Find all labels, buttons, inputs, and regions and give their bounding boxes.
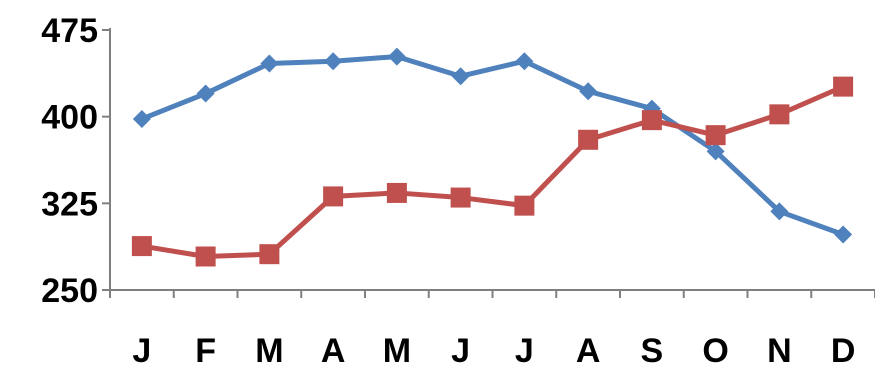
y-tick-label: 250 xyxy=(41,272,98,310)
data-point-square xyxy=(195,246,216,267)
data-point-diamond xyxy=(451,67,470,86)
data-point-diamond xyxy=(706,142,725,161)
data-point-square xyxy=(833,76,854,97)
data-point-diamond xyxy=(579,82,598,101)
x-tick-label: N xyxy=(767,332,792,367)
data-point-square xyxy=(578,129,599,150)
x-tick-label: O xyxy=(702,332,728,367)
data-point-square xyxy=(131,236,152,257)
data-point-diamond xyxy=(260,54,279,73)
data-point-diamond xyxy=(132,109,151,128)
data-point-diamond xyxy=(196,84,215,103)
series-line xyxy=(141,84,845,259)
data-point-square xyxy=(323,186,344,207)
x-tick-label: A xyxy=(321,332,346,367)
data-point-square xyxy=(259,244,280,265)
x-tick-label: A xyxy=(576,332,601,367)
x-tick-label: M xyxy=(383,332,411,367)
series-2 xyxy=(131,76,854,267)
x-tick-label: J xyxy=(515,332,534,367)
series-1 xyxy=(132,47,853,244)
x-tick-label: J xyxy=(451,332,470,367)
y-axis-labels: 250 325 400 475 xyxy=(41,12,98,310)
x-tick-label: M xyxy=(255,332,283,367)
series-line xyxy=(140,54,844,237)
data-point-diamond xyxy=(387,47,406,66)
x-tick-label: F xyxy=(195,332,216,367)
y-tick-label: 325 xyxy=(41,185,98,223)
data-point-square xyxy=(514,195,535,216)
data-point-diamond xyxy=(515,52,534,71)
x-tick-label: J xyxy=(132,332,151,367)
y-tick-label: 400 xyxy=(41,99,98,137)
data-point-square xyxy=(386,182,407,203)
series-layer xyxy=(131,47,854,267)
data-point-square xyxy=(450,187,471,208)
x-tick-label: D xyxy=(831,332,856,367)
data-point-diamond xyxy=(834,225,853,244)
y-tick-label: 475 xyxy=(41,12,98,50)
data-point-square xyxy=(769,104,790,125)
data-point-diamond xyxy=(324,52,343,71)
axes xyxy=(102,28,875,298)
data-point-diamond xyxy=(770,202,789,221)
data-point-square xyxy=(641,110,662,131)
data-point-square xyxy=(705,125,726,146)
x-tick-label: S xyxy=(641,332,664,367)
